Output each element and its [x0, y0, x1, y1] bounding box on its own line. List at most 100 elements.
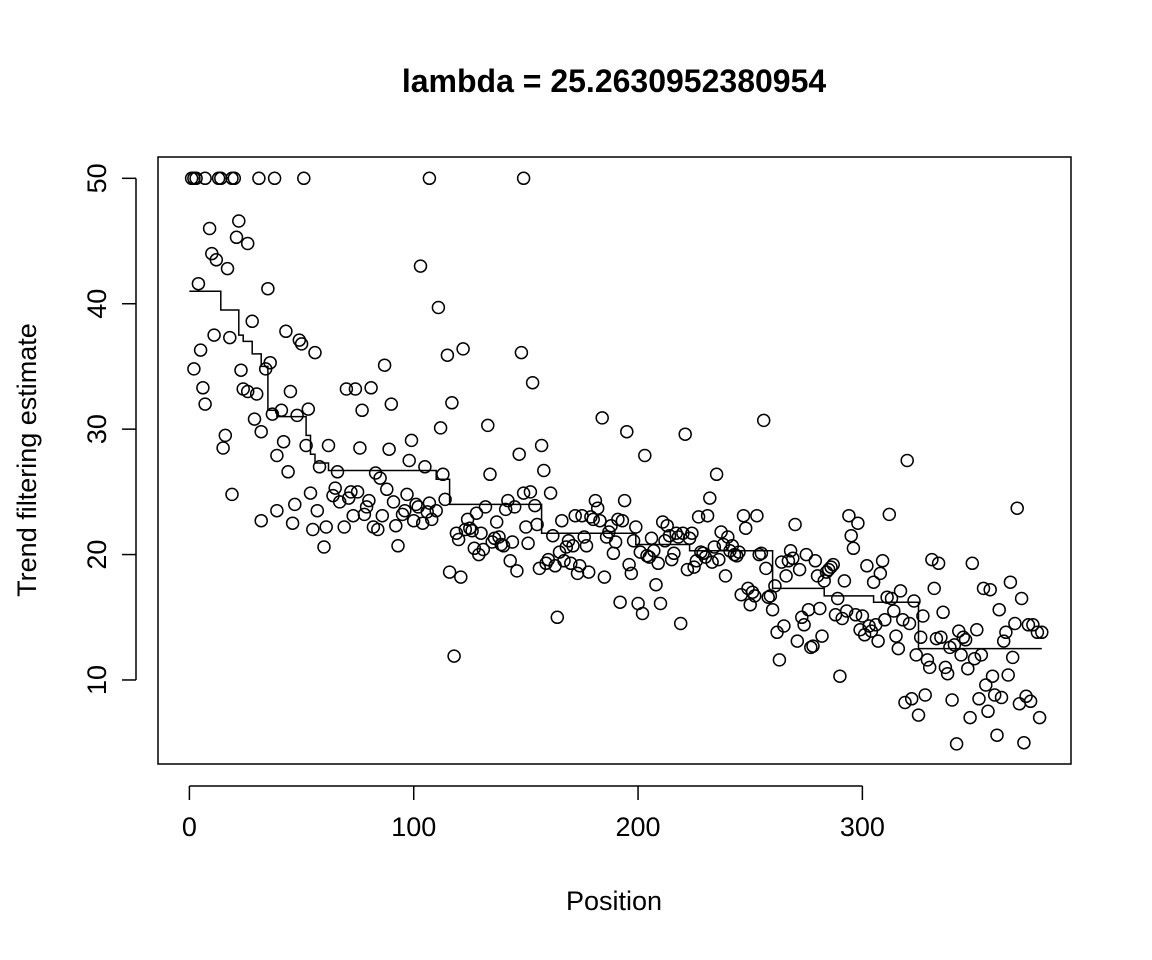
data-point	[956, 630, 971, 645]
data-point	[911, 708, 926, 722]
y-tick-label: 30	[82, 414, 112, 444]
data-point	[276, 434, 291, 449]
data-point	[559, 540, 574, 554]
data-point	[552, 545, 567, 559]
data-point	[436, 467, 450, 482]
data-point	[1021, 618, 1036, 632]
data-point	[940, 666, 955, 681]
data-point	[463, 521, 477, 535]
data-point	[566, 539, 580, 553]
data-point	[572, 559, 587, 573]
data-point	[550, 610, 565, 625]
data-point	[972, 692, 986, 706]
data-point	[404, 433, 419, 448]
data-point	[303, 486, 318, 500]
data-point	[678, 427, 692, 441]
data-point	[368, 466, 383, 480]
data-point	[584, 510, 598, 524]
data-point	[422, 496, 437, 510]
data-point	[963, 710, 977, 725]
data-point	[433, 421, 448, 435]
data-point	[391, 539, 405, 553]
data-point	[431, 300, 446, 315]
data-point	[826, 557, 840, 572]
data-point	[651, 556, 665, 571]
x-tick-label: 200	[616, 812, 661, 842]
data-point	[483, 467, 497, 482]
trend-filter-fit-line	[189, 290, 1042, 650]
data-point	[667, 546, 681, 561]
data-point	[240, 236, 255, 251]
data-point	[606, 546, 621, 561]
data-point	[913, 630, 928, 645]
data-point	[676, 526, 690, 540]
data-point	[386, 495, 401, 509]
data-point	[994, 690, 1009, 705]
data-point	[353, 441, 367, 455]
data-point	[938, 660, 953, 675]
data-point	[786, 551, 800, 566]
data-point	[873, 566, 888, 581]
data-point	[712, 552, 726, 567]
data-point	[842, 508, 856, 523]
data-point	[660, 518, 674, 533]
data-point	[474, 526, 488, 540]
data-point	[608, 535, 623, 549]
data-point	[225, 487, 239, 502]
data-point	[312, 460, 327, 474]
data-point	[931, 556, 946, 571]
data-point	[579, 539, 594, 553]
data-point	[815, 629, 829, 643]
data-point	[523, 485, 538, 499]
data-point	[395, 507, 410, 522]
data-point	[321, 438, 336, 453]
data-point	[918, 688, 932, 702]
data-point	[620, 424, 634, 439]
data-point	[902, 616, 917, 631]
data-point	[824, 560, 838, 574]
data-point	[418, 460, 432, 474]
data-point	[514, 345, 529, 360]
data-point	[1012, 697, 1027, 711]
data-point	[449, 526, 464, 540]
fit-layer	[189, 290, 1042, 650]
data-point	[703, 491, 717, 505]
data-point	[844, 528, 858, 543]
data-point	[707, 540, 722, 554]
data-point	[442, 565, 457, 579]
data-point	[835, 611, 849, 626]
data-point	[263, 355, 277, 370]
data-point	[996, 634, 1011, 648]
data-point	[557, 554, 571, 568]
data-point	[898, 695, 912, 710]
data-point	[341, 491, 356, 505]
data-point	[528, 498, 542, 513]
data-point	[189, 171, 203, 186]
data-point	[465, 523, 479, 538]
data-point	[916, 609, 930, 623]
data-point	[516, 171, 531, 186]
data-point	[281, 465, 295, 479]
data-point	[534, 438, 549, 453]
data-point	[476, 542, 491, 557]
data-point	[344, 485, 358, 499]
data-point	[893, 584, 908, 598]
data-point	[198, 397, 212, 411]
data-point	[990, 728, 1004, 742]
data-point	[362, 493, 376, 508]
data-point	[299, 438, 313, 453]
data-point	[555, 513, 569, 528]
data-point	[350, 485, 365, 499]
data-point	[364, 381, 378, 395]
data-point	[797, 618, 811, 632]
data-point	[254, 424, 268, 439]
data-point	[768, 579, 782, 593]
data-point	[772, 653, 787, 667]
data-point	[821, 562, 836, 577]
data-point	[270, 503, 284, 518]
data-point	[252, 171, 266, 186]
data-point	[747, 589, 762, 603]
data-point	[530, 517, 544, 532]
y-tick-label: 40	[82, 289, 112, 319]
